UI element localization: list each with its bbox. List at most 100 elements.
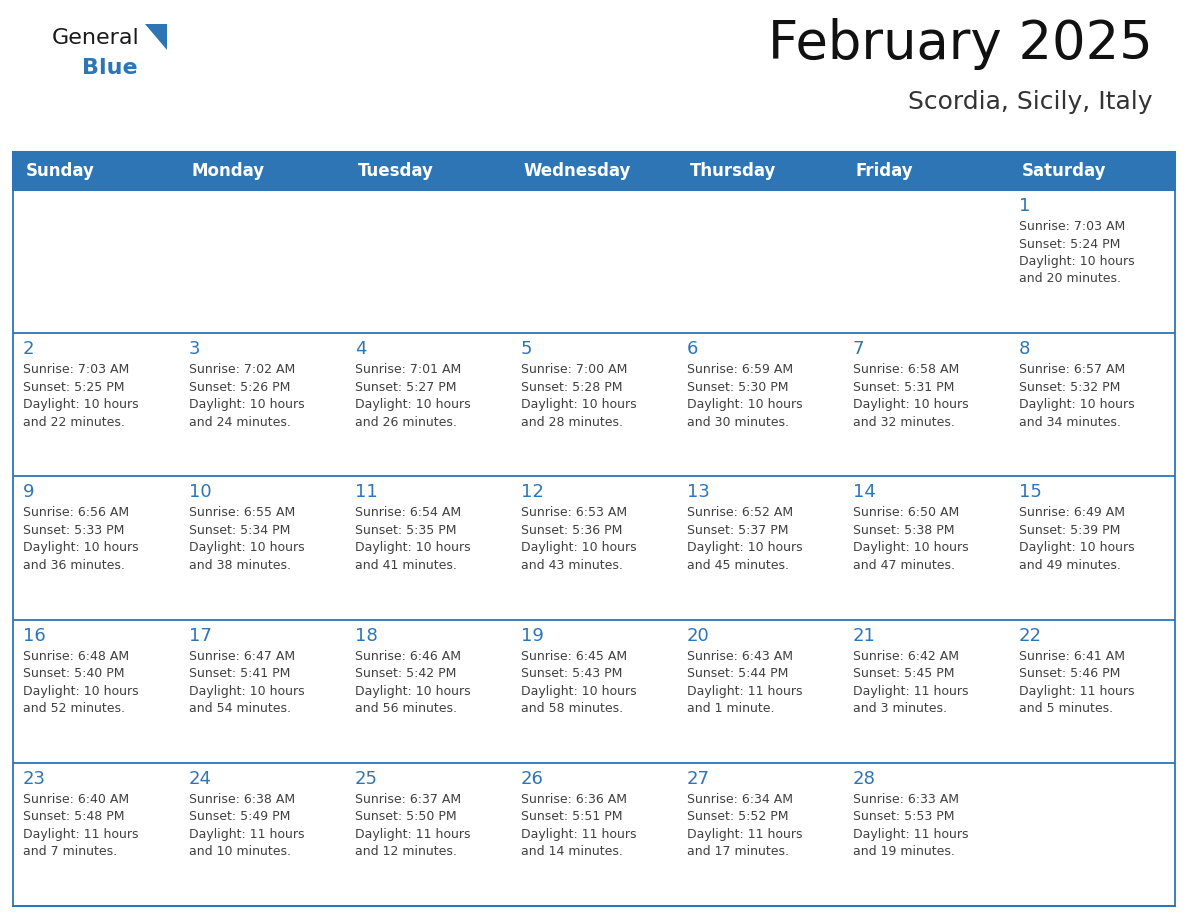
Text: Sunrise: 6:54 AM
Sunset: 5:35 PM
Daylight: 10 hours
and 41 minutes.: Sunrise: 6:54 AM Sunset: 5:35 PM Dayligh… xyxy=(355,507,470,572)
Text: 23: 23 xyxy=(23,770,46,788)
Text: February 2025: February 2025 xyxy=(769,18,1154,70)
Text: 10: 10 xyxy=(189,484,211,501)
Text: 6: 6 xyxy=(687,341,699,358)
Bar xyxy=(843,190,1009,333)
Bar xyxy=(13,620,179,763)
Bar xyxy=(843,620,1009,763)
Text: Saturday: Saturday xyxy=(1022,162,1106,180)
Text: Scordia, Sicily, Italy: Scordia, Sicily, Italy xyxy=(909,90,1154,114)
Text: 13: 13 xyxy=(687,484,710,501)
Text: 27: 27 xyxy=(687,770,710,788)
Bar xyxy=(13,152,179,190)
Text: 26: 26 xyxy=(522,770,544,788)
Text: Tuesday: Tuesday xyxy=(358,162,434,180)
Bar xyxy=(843,333,1009,476)
Text: Sunrise: 6:57 AM
Sunset: 5:32 PM
Daylight: 10 hours
and 34 minutes.: Sunrise: 6:57 AM Sunset: 5:32 PM Dayligh… xyxy=(1019,364,1135,429)
Bar xyxy=(179,476,345,620)
Bar xyxy=(1009,763,1175,906)
Text: 19: 19 xyxy=(522,627,544,644)
Text: 21: 21 xyxy=(853,627,876,644)
Text: Sunrise: 6:38 AM
Sunset: 5:49 PM
Daylight: 11 hours
and 10 minutes.: Sunrise: 6:38 AM Sunset: 5:49 PM Dayligh… xyxy=(189,793,304,858)
Bar xyxy=(179,190,345,333)
Bar xyxy=(13,333,179,476)
Text: Monday: Monday xyxy=(192,162,265,180)
Text: 3: 3 xyxy=(189,341,201,358)
Text: Wednesday: Wednesday xyxy=(524,162,631,180)
Bar xyxy=(511,620,677,763)
Bar xyxy=(1009,333,1175,476)
Bar xyxy=(345,333,511,476)
Text: Sunrise: 6:52 AM
Sunset: 5:37 PM
Daylight: 10 hours
and 45 minutes.: Sunrise: 6:52 AM Sunset: 5:37 PM Dayligh… xyxy=(687,507,803,572)
Text: Sunrise: 7:03 AM
Sunset: 5:24 PM
Daylight: 10 hours
and 20 minutes.: Sunrise: 7:03 AM Sunset: 5:24 PM Dayligh… xyxy=(1019,220,1135,285)
Text: 22: 22 xyxy=(1019,627,1042,644)
Text: 18: 18 xyxy=(355,627,378,644)
Bar xyxy=(179,152,345,190)
Bar xyxy=(1009,190,1175,333)
Bar xyxy=(511,333,677,476)
Bar xyxy=(677,620,843,763)
Text: Sunrise: 6:48 AM
Sunset: 5:40 PM
Daylight: 10 hours
and 52 minutes.: Sunrise: 6:48 AM Sunset: 5:40 PM Dayligh… xyxy=(23,650,139,715)
Bar xyxy=(511,152,677,190)
Text: Thursday: Thursday xyxy=(690,162,777,180)
Text: 7: 7 xyxy=(853,341,865,358)
Bar xyxy=(345,476,511,620)
Text: 28: 28 xyxy=(853,770,876,788)
Bar xyxy=(345,763,511,906)
Text: 17: 17 xyxy=(189,627,211,644)
Bar xyxy=(511,476,677,620)
Text: Sunrise: 6:33 AM
Sunset: 5:53 PM
Daylight: 11 hours
and 19 minutes.: Sunrise: 6:33 AM Sunset: 5:53 PM Dayligh… xyxy=(853,793,968,858)
Text: Sunrise: 7:03 AM
Sunset: 5:25 PM
Daylight: 10 hours
and 22 minutes.: Sunrise: 7:03 AM Sunset: 5:25 PM Dayligh… xyxy=(23,364,139,429)
Bar xyxy=(677,152,843,190)
Bar xyxy=(345,190,511,333)
Bar xyxy=(843,152,1009,190)
Bar xyxy=(843,476,1009,620)
Bar xyxy=(677,476,843,620)
Text: 14: 14 xyxy=(853,484,876,501)
Text: Sunrise: 7:01 AM
Sunset: 5:27 PM
Daylight: 10 hours
and 26 minutes.: Sunrise: 7:01 AM Sunset: 5:27 PM Dayligh… xyxy=(355,364,470,429)
Bar xyxy=(1009,152,1175,190)
Text: 11: 11 xyxy=(355,484,378,501)
Text: Sunrise: 7:00 AM
Sunset: 5:28 PM
Daylight: 10 hours
and 28 minutes.: Sunrise: 7:00 AM Sunset: 5:28 PM Dayligh… xyxy=(522,364,637,429)
Text: Sunrise: 6:59 AM
Sunset: 5:30 PM
Daylight: 10 hours
and 30 minutes.: Sunrise: 6:59 AM Sunset: 5:30 PM Dayligh… xyxy=(687,364,803,429)
Bar xyxy=(13,152,1175,190)
Text: Sunrise: 6:58 AM
Sunset: 5:31 PM
Daylight: 10 hours
and 32 minutes.: Sunrise: 6:58 AM Sunset: 5:31 PM Dayligh… xyxy=(853,364,968,429)
Bar xyxy=(843,763,1009,906)
Bar xyxy=(1009,620,1175,763)
Bar xyxy=(345,152,511,190)
Text: 9: 9 xyxy=(23,484,34,501)
Bar xyxy=(677,190,843,333)
Text: Sunrise: 6:36 AM
Sunset: 5:51 PM
Daylight: 11 hours
and 14 minutes.: Sunrise: 6:36 AM Sunset: 5:51 PM Dayligh… xyxy=(522,793,637,858)
Text: Sunrise: 6:46 AM
Sunset: 5:42 PM
Daylight: 10 hours
and 56 minutes.: Sunrise: 6:46 AM Sunset: 5:42 PM Dayligh… xyxy=(355,650,470,715)
Text: Sunrise: 6:55 AM
Sunset: 5:34 PM
Daylight: 10 hours
and 38 minutes.: Sunrise: 6:55 AM Sunset: 5:34 PM Dayligh… xyxy=(189,507,304,572)
Text: 24: 24 xyxy=(189,770,211,788)
Text: 16: 16 xyxy=(23,627,46,644)
Text: Sunrise: 6:40 AM
Sunset: 5:48 PM
Daylight: 11 hours
and 7 minutes.: Sunrise: 6:40 AM Sunset: 5:48 PM Dayligh… xyxy=(23,793,139,858)
Bar xyxy=(345,620,511,763)
Bar xyxy=(511,190,677,333)
Text: 25: 25 xyxy=(355,770,378,788)
Text: Friday: Friday xyxy=(857,162,914,180)
Text: Sunrise: 6:56 AM
Sunset: 5:33 PM
Daylight: 10 hours
and 36 minutes.: Sunrise: 6:56 AM Sunset: 5:33 PM Dayligh… xyxy=(23,507,139,572)
Text: 4: 4 xyxy=(355,341,367,358)
Bar xyxy=(1009,476,1175,620)
Text: Sunrise: 6:47 AM
Sunset: 5:41 PM
Daylight: 10 hours
and 54 minutes.: Sunrise: 6:47 AM Sunset: 5:41 PM Dayligh… xyxy=(189,650,304,715)
Text: 20: 20 xyxy=(687,627,709,644)
Text: 8: 8 xyxy=(1019,341,1030,358)
Text: 5: 5 xyxy=(522,341,532,358)
Text: Sunrise: 6:41 AM
Sunset: 5:46 PM
Daylight: 11 hours
and 5 minutes.: Sunrise: 6:41 AM Sunset: 5:46 PM Dayligh… xyxy=(1019,650,1135,715)
Text: Sunrise: 6:43 AM
Sunset: 5:44 PM
Daylight: 11 hours
and 1 minute.: Sunrise: 6:43 AM Sunset: 5:44 PM Dayligh… xyxy=(687,650,803,715)
Bar xyxy=(13,190,179,333)
Text: Sunrise: 6:37 AM
Sunset: 5:50 PM
Daylight: 11 hours
and 12 minutes.: Sunrise: 6:37 AM Sunset: 5:50 PM Dayligh… xyxy=(355,793,470,858)
Text: Sunrise: 6:45 AM
Sunset: 5:43 PM
Daylight: 10 hours
and 58 minutes.: Sunrise: 6:45 AM Sunset: 5:43 PM Dayligh… xyxy=(522,650,637,715)
Bar xyxy=(511,763,677,906)
Text: Sunrise: 6:50 AM
Sunset: 5:38 PM
Daylight: 10 hours
and 47 minutes.: Sunrise: 6:50 AM Sunset: 5:38 PM Dayligh… xyxy=(853,507,968,572)
Bar xyxy=(13,763,179,906)
Polygon shape xyxy=(145,24,168,50)
Text: 2: 2 xyxy=(23,341,34,358)
Text: Sunday: Sunday xyxy=(26,162,95,180)
Text: Sunrise: 6:49 AM
Sunset: 5:39 PM
Daylight: 10 hours
and 49 minutes.: Sunrise: 6:49 AM Sunset: 5:39 PM Dayligh… xyxy=(1019,507,1135,572)
Bar xyxy=(179,620,345,763)
Bar xyxy=(179,763,345,906)
Text: Sunrise: 6:42 AM
Sunset: 5:45 PM
Daylight: 11 hours
and 3 minutes.: Sunrise: 6:42 AM Sunset: 5:45 PM Dayligh… xyxy=(853,650,968,715)
Bar xyxy=(13,476,179,620)
